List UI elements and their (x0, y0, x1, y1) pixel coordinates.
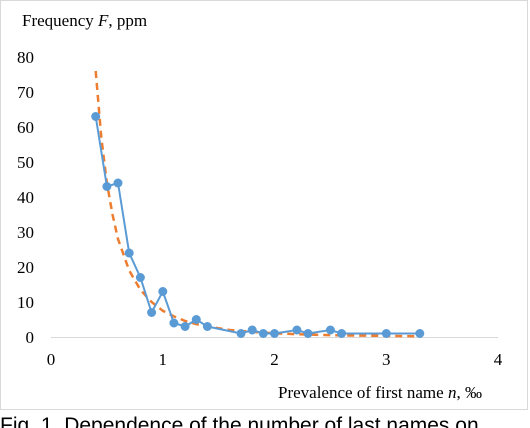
x-axis-title: Prevalence of first name n, ‰ (278, 383, 482, 402)
x-tick-label: 1 (159, 350, 168, 369)
x-tick-labels: 0 1 2 3 4 (47, 350, 503, 369)
data-point (180, 322, 190, 331)
figure-caption: Fig. 1. Dependence of the number of last… (0, 414, 479, 428)
data-point (292, 325, 302, 335)
y-tick-label: 40 (17, 188, 34, 207)
x-tick-label: 0 (47, 350, 56, 369)
series-line-fit (94, 70, 420, 338)
x-tick-label: 4 (494, 350, 503, 369)
data-point (91, 112, 101, 121)
data-point (113, 178, 123, 188)
data-point (135, 273, 145, 282)
y-tick-label: 50 (17, 153, 34, 172)
data-point (124, 248, 134, 258)
data-point (169, 318, 179, 328)
data-point (325, 325, 335, 335)
y-tick-label: 60 (17, 118, 34, 137)
chart-frame (0, 0, 528, 410)
data-point (381, 329, 391, 338)
x-tick-label: 3 (382, 350, 391, 369)
y-tick-label: 10 (17, 293, 34, 312)
data-point (303, 329, 313, 338)
x-tick-label: 2 (270, 350, 279, 369)
y-tick-label: 80 (17, 48, 34, 67)
data-point (258, 329, 268, 338)
series-layer (91, 70, 425, 338)
data-point (102, 182, 112, 191)
y-tick-label: 30 (17, 223, 34, 242)
data-point (158, 287, 168, 296)
y-tick-labels: 0 10 20 30 40 50 60 70 80 (17, 48, 34, 347)
data-point (202, 322, 212, 331)
y-axis-title: Frequency F, ppm (22, 11, 147, 30)
data-point (236, 329, 246, 338)
y-tick-label: 20 (17, 258, 34, 277)
y-tick-label: 70 (17, 83, 34, 102)
data-point (270, 329, 279, 338)
y-tick-label: 0 (26, 328, 35, 347)
data-point (191, 315, 201, 324)
data-point (337, 329, 347, 338)
data-point (415, 329, 425, 338)
data-point (247, 325, 257, 335)
data-point (147, 308, 157, 317)
